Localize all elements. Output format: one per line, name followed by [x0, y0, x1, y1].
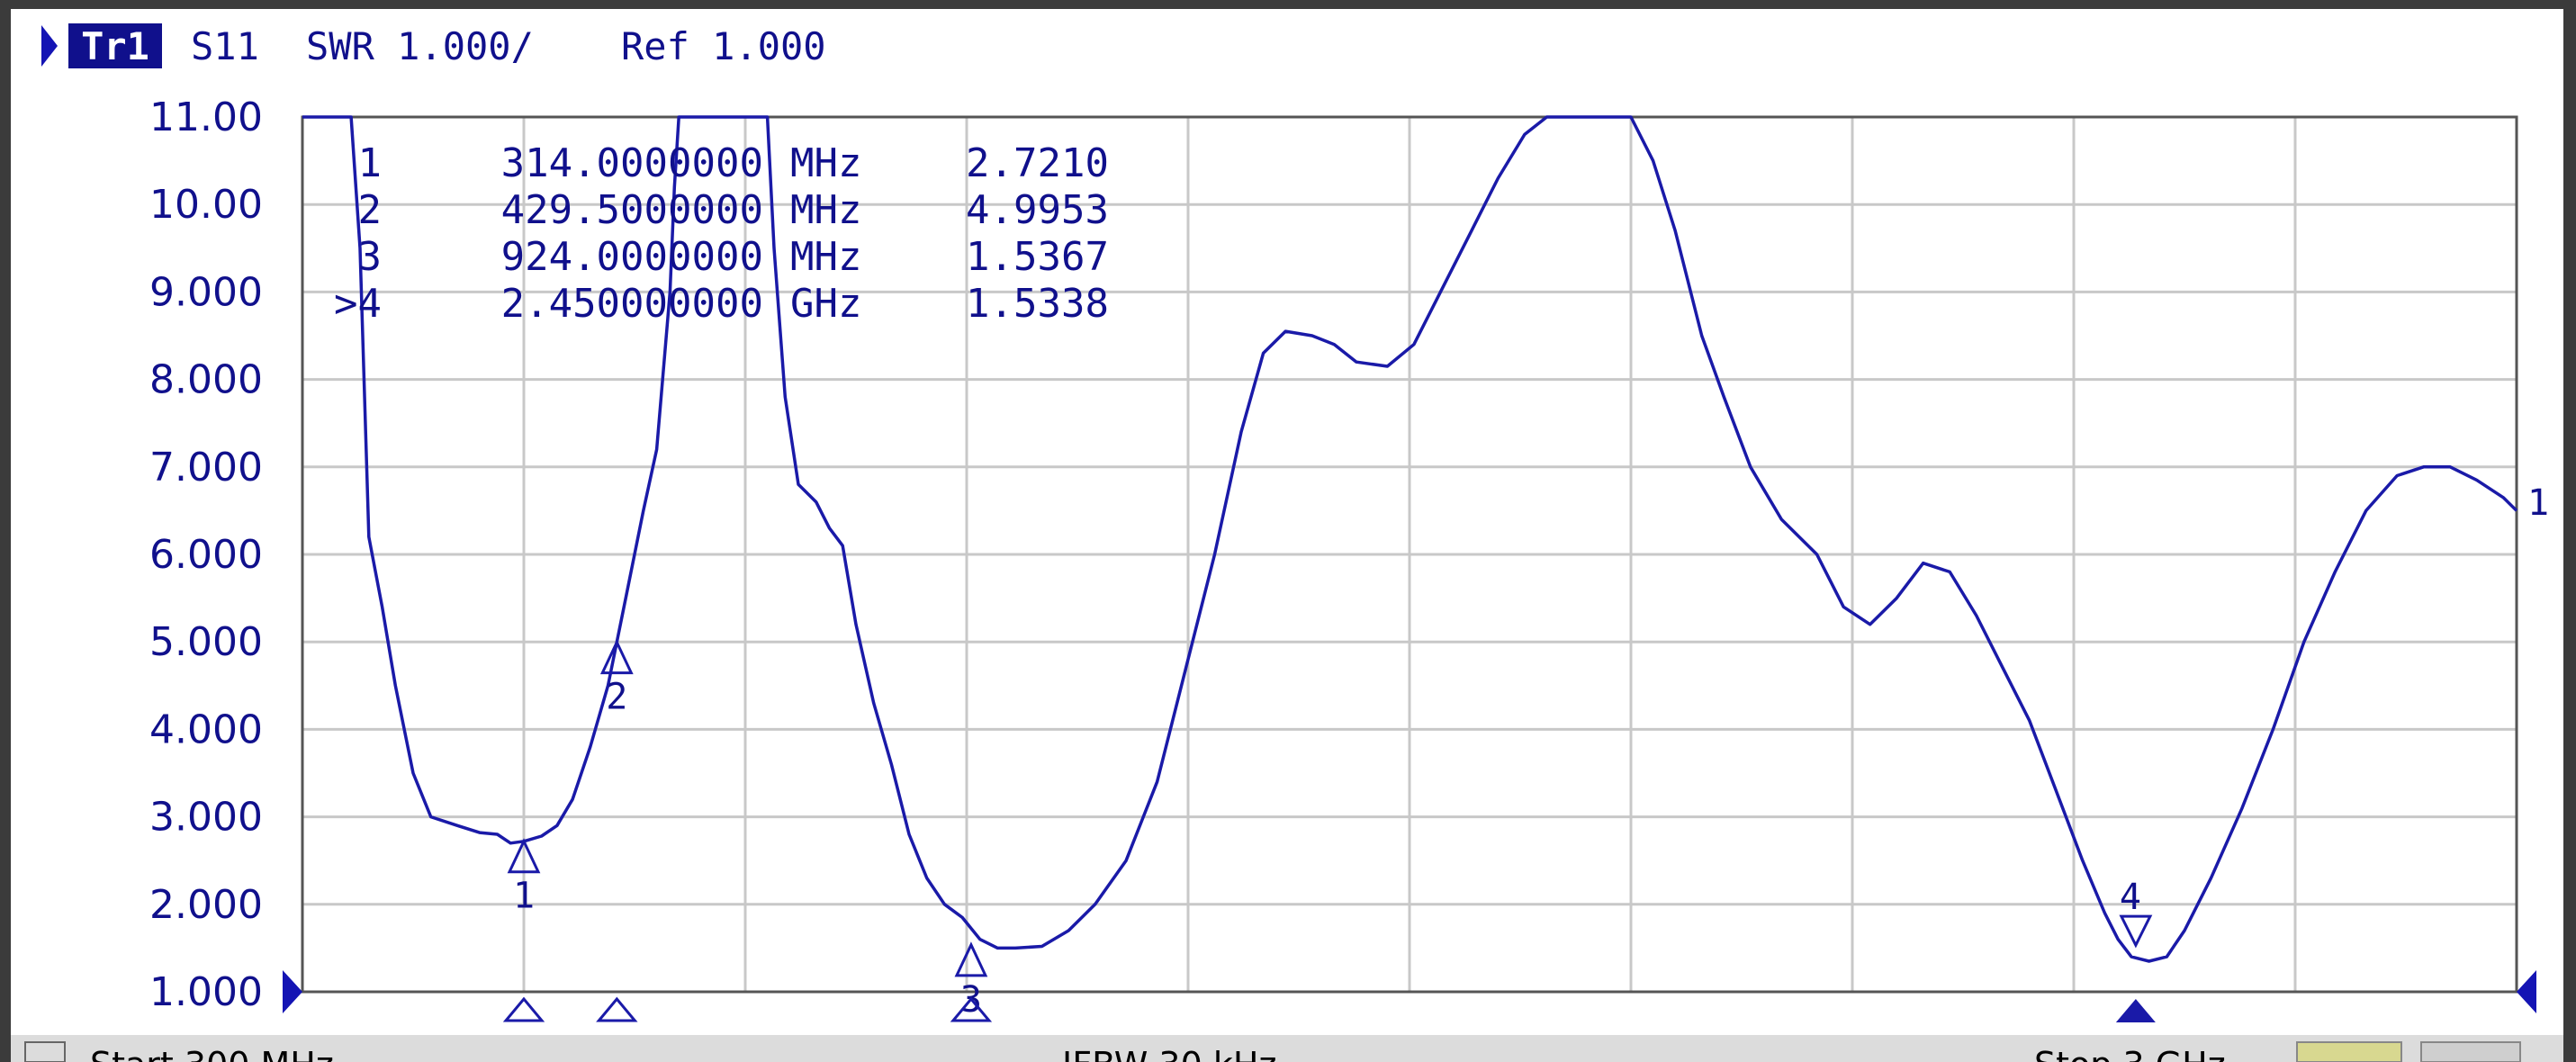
marker-readout-unit: MHz — [790, 140, 861, 186]
marker-label: 4 — [2120, 877, 2141, 918]
ref-right-arrow-icon — [2517, 970, 2536, 1013]
marker-readout-value: 4.9953 — [966, 187, 1109, 233]
marker-3: 3 — [950, 941, 993, 1022]
screen-panel — [11, 9, 2563, 1035]
marker-readout-frequency: 924.0000000 — [501, 234, 763, 280]
marker-triangle — [599, 639, 634, 675]
marker-axis-indicator — [2115, 999, 2156, 1022]
marker-4: 4 — [2115, 877, 2156, 1022]
marker-readout-id: 3 — [358, 234, 383, 280]
marker-triangle — [2119, 914, 2153, 949]
marker-readout-row[interactable]: >4 2.450000000 GHz 1.5338 — [334, 281, 1109, 327]
trace-parameter[interactable]: S11 — [191, 24, 259, 68]
y-tick-label: 9.000 — [149, 269, 263, 315]
marker-readout-row[interactable]: 3 924.0000000 MHz 1.5367 — [358, 234, 1110, 280]
marker-triangle — [507, 838, 541, 874]
marker-axis-indicator — [950, 996, 993, 1022]
y-tick-label: 4.000 — [149, 706, 263, 752]
ref-left-arrow-icon — [283, 970, 302, 1013]
status-bar-left-box — [24, 1041, 66, 1062]
marker-axis-indicator — [502, 996, 545, 1022]
marker-label: 2 — [606, 677, 627, 718]
marker-readout-value: 2.7210 — [966, 140, 1109, 186]
marker-1: 1 — [502, 838, 545, 1022]
y-tick-label: 5.000 — [149, 619, 263, 665]
marker-readout-id: 1 — [358, 140, 383, 186]
marker-readout-id: >4 — [334, 281, 382, 327]
trace-format[interactable]: SWR 1.000/ — [306, 24, 534, 68]
right-edge-trace-label: 1 — [2527, 482, 2549, 524]
y-axis-ticks: 11.00 10.00 9.000 8.000 7.000 6.000 5.000 4.000… — [149, 94, 263, 1015]
marker-readout-unit: MHz — [790, 234, 861, 280]
if-bandwidth[interactable]: IFBW 30 kHz — [1062, 1045, 1276, 1062]
y-tick-label: 1.000 — [149, 969, 263, 1015]
plot-border — [301, 115, 2518, 994]
marker-layer: 1 2 3 4 — [502, 639, 2156, 1022]
marker-readout-value: 1.5367 — [966, 234, 1109, 280]
y-tick-label: 8.000 — [149, 357, 263, 403]
marker-triangle — [954, 941, 988, 977]
marker-readout-frequency: 314.0000000 — [501, 140, 763, 186]
trace-header[interactable]: Tr1 S11 SWR 1.000/ Ref 1.000 — [41, 23, 826, 68]
marker-readout-table: 1 314.0000000 MHz 2.7210 2 429.5000000 MHz 4.99… — [334, 140, 1109, 327]
marker-readout-row[interactable]: 2 429.5000000 MHz 4.9953 — [358, 187, 1110, 233]
trace-label[interactable]: Tr1 — [81, 24, 149, 68]
marker-readout-unit: GHz — [790, 281, 861, 327]
trace-line — [302, 115, 2518, 963]
marker-axis-indicator — [596, 996, 638, 1022]
marker-readout-frequency: 429.5000000 — [501, 187, 763, 233]
y-tick-label: 6.000 — [149, 532, 263, 578]
y-tick-label: 2.000 — [149, 882, 263, 928]
status-indicator-2[interactable] — [2420, 1041, 2521, 1062]
status-indicator-1[interactable] — [2296, 1041, 2402, 1062]
marker-readout-row[interactable]: 1 314.0000000 MHz 2.7210 — [358, 140, 1110, 186]
marker-2: 2 — [596, 639, 638, 1022]
marker-readout-unit: MHz — [790, 187, 861, 233]
trace-reference[interactable]: Ref 1.000 — [621, 24, 826, 68]
stimulus-stop[interactable]: Stop 3 GHz — [2034, 1045, 2226, 1062]
stimulus-start[interactable]: Start 300 MHz — [90, 1045, 334, 1062]
y-tick-label: 11.00 — [149, 94, 263, 140]
marker-readout-value: 1.5338 — [966, 281, 1109, 327]
y-tick-label: 3.000 — [149, 795, 263, 841]
bottom-status-bar: Start 300 MHz IFBW 30 kHz Stop 3 GHz — [11, 1035, 2563, 1062]
active-trace-arrow-icon — [41, 25, 58, 67]
y-tick-label: 7.000 — [149, 445, 263, 490]
y-tick-label: 10.00 — [149, 182, 263, 228]
marker-label: 1 — [513, 876, 535, 917]
marker-readout-id: 2 — [358, 187, 383, 233]
trace-label-box — [68, 23, 162, 68]
plot-grid — [302, 117, 2517, 994]
marker-readout-frequency: 2.450000000 — [501, 281, 763, 327]
trace-s11 — [302, 115, 2518, 963]
